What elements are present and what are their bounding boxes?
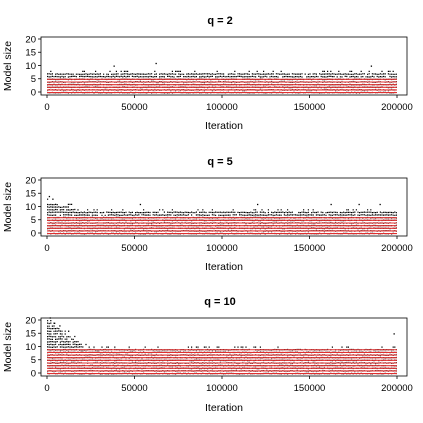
data-point [379,203,381,206]
y-axis: 0 5 10 15 20 [25,315,41,379]
y-axis-label: Model size [2,182,14,232]
data-point [257,203,259,206]
y-tick-label: 0 [31,87,36,98]
point-cloud [47,198,397,235]
y-tick-label: 10 [25,202,36,213]
y-axis-label: Model size [2,41,14,91]
data-point [330,203,332,206]
data-points [47,195,397,235]
data-point [54,322,56,324]
y-axis: 0 5 10 15 20 [25,175,41,239]
plot-frame [40,177,408,237]
y-axis-label: Model size [2,322,14,372]
x-tick-label: 200000 [381,243,413,254]
x-tick-label: 0 [44,243,49,254]
y-tick-label: 0 [31,228,36,239]
y-axis: 0 5 10 15 20 [25,34,41,98]
y-tick-label: 5 [31,215,36,226]
x-tick-label: 0 [44,383,49,394]
y-tick-label: 10 [25,342,36,353]
panel-q10: q = 10 0 5 10 15 20 0 50000 100000 150000 200000… [2,296,413,414]
x-axis: 0 50000 100000 150000 200000 [44,376,413,394]
x-tick-label: 150000 [294,243,326,254]
x-axis: 0 50000 100000 150000 200000 [44,95,413,113]
x-tick-label: 100000 [206,102,238,113]
data-point [59,325,61,327]
data-point [48,195,51,198]
data-point [139,203,142,206]
data-points [47,62,397,94]
x-tick-label: 100000 [206,243,238,254]
x-tick-label: 50000 [121,243,147,254]
x-tick-label: 200000 [381,383,413,394]
data-point [68,330,70,332]
data-point [155,62,157,65]
y-tick-label: 20 [25,34,36,45]
data-point [370,65,373,67]
y-tick-label: 5 [31,355,36,366]
point-cloud [47,320,397,375]
y-tick-label: 20 [25,315,36,326]
data-points [47,317,397,375]
y-tick-label: 20 [25,175,36,186]
x-axis-label: Iteration [205,402,243,414]
panel-title: q = 10 [204,296,236,308]
x-tick-label: 150000 [294,383,326,394]
y-tick-label: 10 [25,61,36,72]
data-point [393,333,395,335]
y-tick-label: 15 [25,48,36,59]
panel-title: q = 2 [207,15,232,27]
data-point [358,203,360,206]
y-tick-label: 15 [25,189,36,200]
x-axis-label: Iteration [205,261,243,273]
panel-title: q = 5 [207,156,232,168]
plot-frame [40,317,408,377]
y-tick-label: 5 [31,74,36,85]
x-axis: 0 50000 100000 150000 200000 [44,236,413,254]
data-point [49,317,51,319]
x-tick-label: 150000 [294,102,326,113]
plot-frame [40,36,408,96]
x-tick-label: 50000 [121,102,147,113]
y-tick-label: 15 [25,329,36,340]
x-tick-label: 0 [44,102,49,113]
y-tick-label: 0 [31,368,36,379]
x-axis-label: Iteration [205,120,243,132]
x-tick-label: 200000 [381,102,413,113]
data-point [113,65,115,67]
x-tick-label: 50000 [121,383,147,394]
x-tick-label: 100000 [206,383,238,394]
data-point [52,198,54,200]
